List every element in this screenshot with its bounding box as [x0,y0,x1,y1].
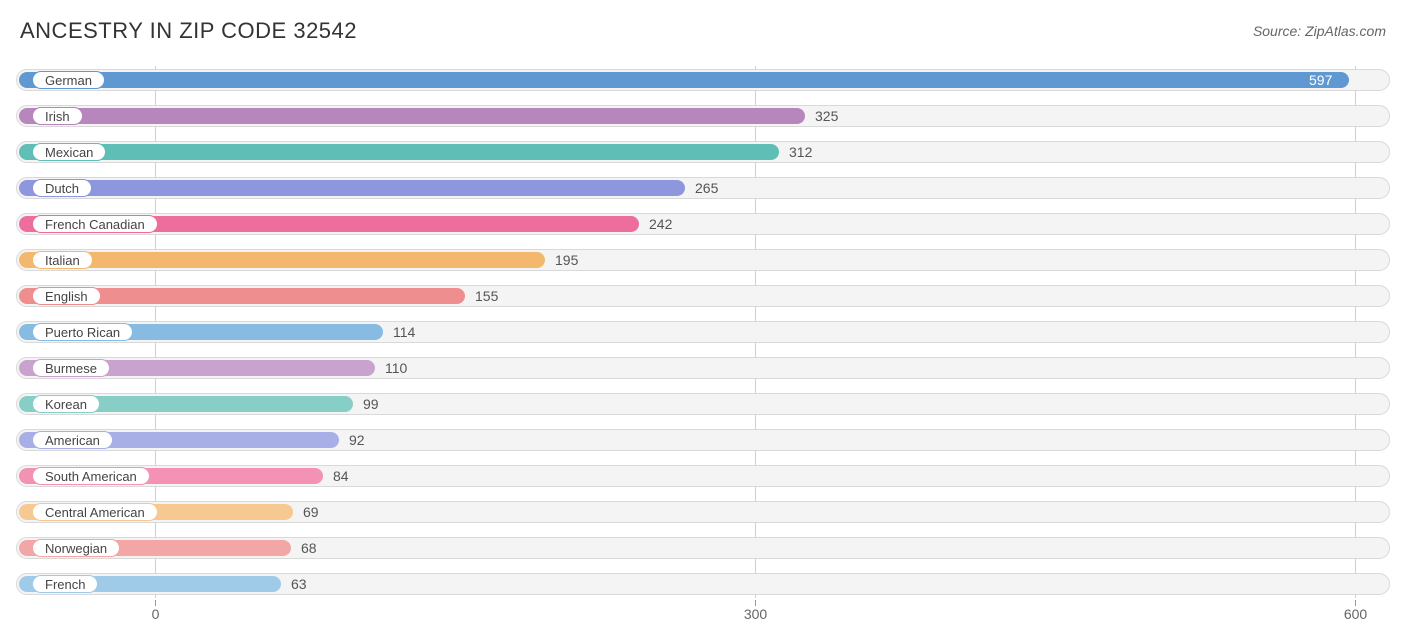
chart-area: German 597 Irish 325 Mexican 312 Dutch 265 Frenc… [16,66,1390,630]
category-label: Italian [32,251,93,269]
bar-row: Puerto Rican 114 [16,318,1390,346]
bar-row: French 63 [16,570,1390,598]
category-label: Irish [32,107,83,125]
bar-row: American 92 [16,426,1390,454]
bar-row: Italian 195 [16,246,1390,274]
x-tick: 0 [155,600,156,606]
bar-value: 63 [291,575,307,593]
category-label: Korean [32,395,100,413]
bar-row: South American 84 [16,462,1390,490]
bar-value: 155 [475,287,498,305]
category-label: American [32,431,113,449]
bar-row: English 155 [16,282,1390,310]
chart-source: Source: ZipAtlas.com [1253,23,1386,39]
tick-label: 0 [152,606,160,622]
bar-value: 114 [393,323,415,341]
bar [19,180,685,196]
bar-value: 195 [555,251,578,269]
bar-row: German 597 [16,66,1390,94]
category-label: Norwegian [32,539,120,557]
bar-row: Korean 99 [16,390,1390,418]
bar [19,252,545,268]
bar [19,144,779,160]
x-axis: 0 300 600 [16,600,1390,630]
bar-value: 68 [301,539,317,557]
bar-row: Burmese 110 [16,354,1390,382]
tick-label: 600 [1344,606,1367,622]
bar-value: 597 [1309,71,1332,89]
category-label: Mexican [32,143,106,161]
x-tick: 600 [1355,600,1356,606]
bar-value: 92 [349,431,365,449]
bar-value: 110 [385,359,407,377]
category-label: English [32,287,101,305]
chart-header: ANCESTRY IN ZIP CODE 32542 Source: ZipAt… [16,18,1390,44]
bar-value: 325 [815,107,838,125]
category-label: Dutch [32,179,92,197]
bar-value: 99 [363,395,379,413]
bar-row: Irish 325 [16,102,1390,130]
category-label: South American [32,467,150,485]
chart-title: ANCESTRY IN ZIP CODE 32542 [20,18,357,44]
bar-value: 69 [303,503,319,521]
bar-value: 312 [789,143,812,161]
bar [19,72,1349,88]
bar-value: 84 [333,467,349,485]
category-label: French [32,575,98,593]
x-tick: 300 [755,600,756,606]
bar-value: 265 [695,179,718,197]
category-label: Burmese [32,359,110,377]
tick-label: 300 [744,606,767,622]
bar-row: Dutch 265 [16,174,1390,202]
category-label: German [32,71,105,89]
bar-value: 242 [649,215,672,233]
bar-row: Central American 69 [16,498,1390,526]
bar-row: French Canadian 242 [16,210,1390,238]
category-label: Central American [32,503,158,521]
category-label: French Canadian [32,215,158,233]
category-label: Puerto Rican [32,323,133,341]
bar-row: Norwegian 68 [16,534,1390,562]
bar [19,108,805,124]
bar-row: Mexican 312 [16,138,1390,166]
